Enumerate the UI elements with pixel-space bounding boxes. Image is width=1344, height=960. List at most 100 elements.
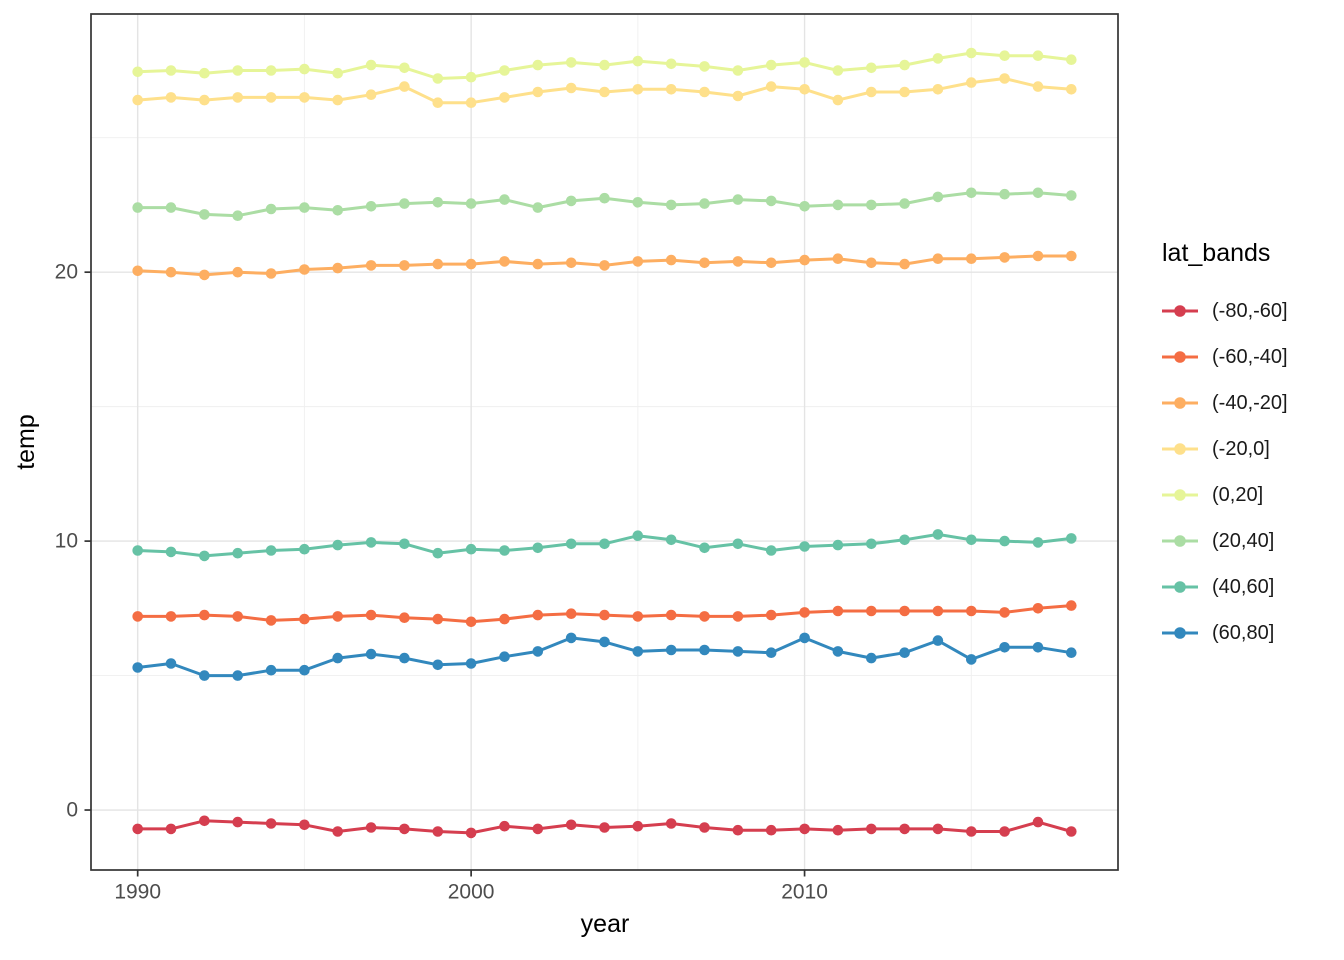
data-point <box>199 269 210 281</box>
data-point <box>332 94 344 106</box>
data-point <box>866 62 877 74</box>
data-point <box>899 647 910 658</box>
data-point <box>966 534 977 546</box>
data-point <box>599 192 610 204</box>
data-point <box>265 615 277 626</box>
data-point <box>1032 816 1044 828</box>
data-point <box>966 654 977 665</box>
legend-key-icon <box>1162 305 1198 317</box>
legend-item: (0,20] <box>1160 472 1342 518</box>
data-point <box>1066 826 1077 837</box>
data-point <box>265 818 277 829</box>
data-point <box>365 648 377 660</box>
data-point <box>432 73 444 84</box>
data-point <box>565 538 577 550</box>
data-point <box>399 612 410 623</box>
data-point <box>532 202 544 213</box>
data-point <box>399 823 410 835</box>
data-point <box>799 823 810 835</box>
data-point <box>265 65 277 76</box>
data-point <box>299 664 310 676</box>
data-point <box>565 57 577 68</box>
legend-key-icon <box>1162 535 1198 547</box>
data-point <box>765 195 777 207</box>
data-point <box>165 823 177 835</box>
data-point <box>699 644 710 656</box>
data-point <box>199 815 210 827</box>
data-point <box>632 197 644 208</box>
data-point <box>732 611 744 622</box>
data-point <box>665 254 677 266</box>
data-point <box>332 205 344 216</box>
data-point <box>499 92 510 103</box>
data-point <box>365 609 377 621</box>
data-point <box>465 198 477 209</box>
data-point <box>832 824 844 836</box>
data-point <box>765 257 777 269</box>
data-point <box>899 605 910 617</box>
data-point <box>599 538 610 550</box>
data-point <box>632 530 644 541</box>
data-point <box>832 65 844 76</box>
legend-item: (40,60] <box>1160 564 1342 610</box>
data-point <box>599 260 610 271</box>
data-point <box>132 611 143 622</box>
data-point <box>565 819 577 831</box>
data-point <box>232 210 243 221</box>
data-point <box>465 658 477 669</box>
data-point <box>132 265 143 277</box>
data-point <box>932 529 944 540</box>
data-point <box>632 820 644 832</box>
data-point <box>999 642 1010 653</box>
data-point <box>199 609 210 621</box>
data-point <box>799 632 810 644</box>
data-point <box>632 84 644 95</box>
legend-item-label: (60,80] <box>1212 622 1275 644</box>
legend-items: (-80,-60] (-60,-40] (-40,-20] (-20,0] (0,20]… <box>1160 288 1342 656</box>
data-point <box>232 266 243 278</box>
data-point <box>799 541 810 552</box>
data-point <box>999 73 1010 84</box>
legend-key-icon <box>1162 351 1198 363</box>
data-point <box>465 543 477 555</box>
data-point <box>165 202 177 213</box>
data-point <box>1066 647 1077 658</box>
legend-item-label: (-40,-20] <box>1212 392 1288 414</box>
data-point <box>599 609 610 621</box>
data-point <box>299 202 310 213</box>
data-point <box>332 67 344 79</box>
legend-key-icon <box>1162 627 1198 639</box>
data-point <box>165 611 177 622</box>
data-point <box>866 605 877 617</box>
data-point <box>765 647 777 658</box>
data-point <box>899 198 910 209</box>
data-point <box>665 818 677 829</box>
data-point <box>232 92 243 103</box>
data-point <box>832 94 844 106</box>
data-point <box>132 66 143 78</box>
legend-item: (-20,0] <box>1160 426 1342 472</box>
data-point <box>732 90 744 102</box>
data-point <box>799 201 810 212</box>
data-point <box>399 62 410 74</box>
data-point <box>999 607 1010 618</box>
data-point <box>1032 50 1044 61</box>
data-point <box>199 67 210 79</box>
data-point <box>532 823 544 835</box>
data-point <box>365 260 377 271</box>
data-point <box>532 86 544 98</box>
data-point <box>665 58 677 70</box>
data-point <box>599 86 610 98</box>
data-point <box>699 86 710 98</box>
data-point <box>765 59 777 71</box>
data-point <box>966 187 977 199</box>
legend-item: (-40,-20] <box>1160 380 1342 426</box>
data-point <box>499 651 510 662</box>
data-point <box>866 257 877 269</box>
legend-key-icon <box>1162 397 1198 409</box>
data-point <box>866 652 877 664</box>
data-point <box>299 819 310 831</box>
data-point <box>199 209 210 220</box>
data-point <box>999 535 1010 547</box>
